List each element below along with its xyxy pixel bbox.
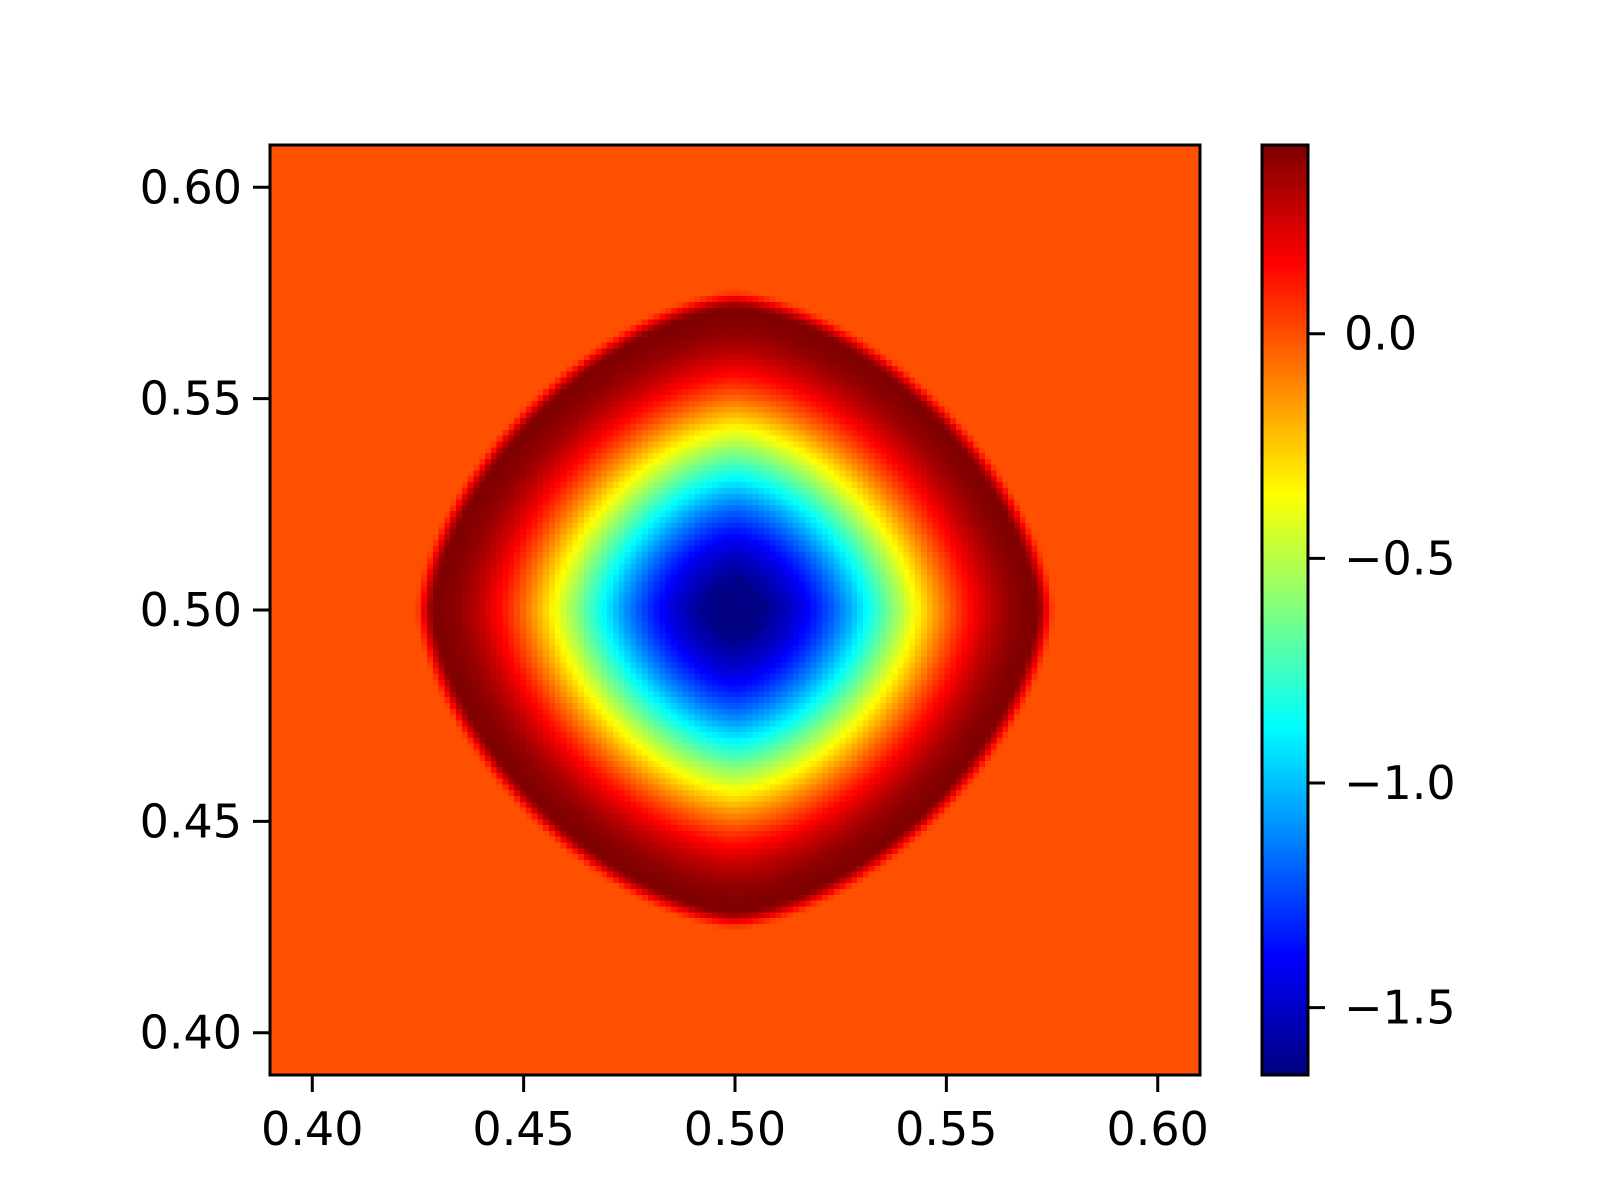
colorbar-tick-label: −1.5 (1344, 981, 1456, 1035)
x-tick-label: 0.40 (261, 1102, 363, 1156)
x-axis: 0.40 0.45 0.50 0.55 0.60 (261, 1075, 1209, 1156)
heatmap-image (270, 145, 1200, 1075)
y-tick-label: 0.40 (140, 1006, 242, 1060)
y-tick-label: 0.60 (140, 160, 242, 214)
colorbar-gradient (1262, 145, 1308, 1075)
x-tick-label: 0.45 (472, 1102, 574, 1156)
colorbar: 0.0 −0.5 −1.0 −1.5 (1260, 143, 1456, 1077)
y-tick-label: 0.45 (140, 794, 242, 848)
colorbar-tick-label: 0.0 (1344, 307, 1417, 361)
axes-frame (268, 143, 1202, 1077)
y-tick-label: 0.50 (140, 583, 242, 637)
colorbar-tick-label: −1.0 (1344, 756, 1456, 810)
x-tick-label: 0.60 (1107, 1102, 1209, 1156)
x-tick-label: 0.55 (895, 1102, 997, 1156)
axes (268, 143, 1202, 1077)
y-axis: 0.40 0.45 0.50 0.55 0.60 (140, 160, 270, 1060)
colorbar-frame (1260, 143, 1310, 1077)
x-tick-label: 0.50 (684, 1102, 786, 1156)
colorbar-tick-label: −0.5 (1344, 531, 1456, 585)
y-tick-label: 0.55 (140, 372, 242, 426)
